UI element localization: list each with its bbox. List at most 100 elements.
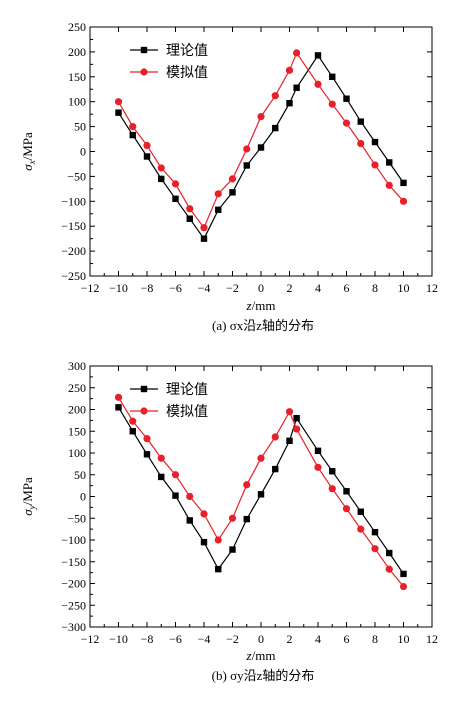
- figure-caption: (b) σy沿z轴的分布: [212, 668, 315, 683]
- data-point-simulation: [257, 454, 265, 462]
- x-tick-label: −8: [141, 281, 154, 295]
- legend-marker-circle: [140, 407, 148, 415]
- y-tick-label: −200: [61, 244, 86, 258]
- data-point-theory: [386, 159, 393, 166]
- data-point-theory: [172, 492, 179, 499]
- data-point-theory: [329, 468, 336, 475]
- x-tick-label: 2: [287, 632, 293, 646]
- x-tick-label: −2: [226, 632, 239, 646]
- data-point-simulation: [157, 454, 165, 462]
- data-point-simulation: [385, 181, 393, 189]
- y-tick-label: 100: [68, 446, 86, 460]
- data-point-simulation: [357, 525, 365, 533]
- x-axis-title: z/mm: [246, 298, 276, 313]
- plot-frame: [89, 26, 433, 277]
- data-point-simulation: [371, 161, 379, 169]
- y-tick-label: 200: [68, 403, 86, 417]
- data-point-simulation: [114, 98, 123, 106]
- series-line-theory: [117, 406, 404, 575]
- data-point-theory: [229, 189, 236, 196]
- x-tick-label: 6: [344, 632, 350, 646]
- data-point-theory: [286, 99, 293, 107]
- x-tick-label: −6: [169, 281, 182, 295]
- x-tick-label: 10: [398, 281, 410, 295]
- x-axis-title: z/mm: [246, 648, 276, 663]
- y-axis-title: σx/MPa: [20, 132, 37, 171]
- data-point-simulation: [157, 164, 165, 172]
- data-point-theory: [186, 517, 193, 524]
- y-tick-label: 150: [68, 424, 86, 438]
- data-point-simulation: [314, 80, 322, 88]
- data-point-theory: [158, 175, 165, 183]
- data-point-theory: [357, 508, 364, 515]
- data-point-simulation: [228, 175, 237, 183]
- y-tick-label: 0: [80, 145, 86, 159]
- data-point-simulation: [371, 545, 379, 553]
- y-tick-label: 0: [80, 490, 86, 504]
- y-tick-label: −50: [67, 169, 86, 183]
- data-point-simulation: [271, 92, 279, 100]
- data-point-simulation: [342, 505, 351, 513]
- y-tick-label: −250: [61, 598, 86, 612]
- data-point-simulation: [214, 536, 222, 544]
- x-tick-label: −10: [109, 632, 128, 646]
- legend-marker-circle: [140, 68, 148, 76]
- data-point-simulation: [214, 190, 222, 198]
- data-point-theory: [272, 465, 279, 473]
- y-axis-title: σy/MPa: [20, 477, 37, 516]
- data-point-simulation: [171, 471, 180, 479]
- data-point-theory: [371, 138, 379, 146]
- y-tick-label: −100: [61, 194, 86, 208]
- data-point-theory: [314, 52, 322, 59]
- y-tick-label: −250: [61, 269, 86, 283]
- data-point-simulation: [143, 141, 151, 150]
- data-point-theory: [286, 437, 293, 445]
- data-point-theory: [172, 195, 179, 203]
- data-point-simulation: [314, 463, 322, 471]
- data-point-theory: [200, 235, 208, 242]
- data-point-theory: [371, 528, 379, 536]
- data-point-theory: [215, 206, 222, 213]
- legend-label: 理论值: [166, 382, 208, 398]
- data-point-simulation: [357, 139, 365, 148]
- data-point-theory: [115, 109, 122, 116]
- y-tick-label: −150: [61, 219, 86, 233]
- x-tick-label: −2: [226, 281, 239, 295]
- y-tick-label: 250: [68, 381, 86, 395]
- data-point-theory: [243, 515, 250, 523]
- x-tick-label: −10: [109, 281, 128, 295]
- data-point-simulation: [243, 481, 251, 489]
- data-point-theory: [314, 447, 322, 455]
- data-point-simulation: [285, 66, 294, 74]
- data-point-simulation: [399, 197, 408, 205]
- x-tick-label: 4: [315, 632, 321, 646]
- y-tick-label: −200: [61, 577, 86, 591]
- data-point-theory: [229, 546, 236, 553]
- x-tick-label: 8: [372, 632, 378, 646]
- y-tick-label: 100: [68, 95, 86, 109]
- x-tick-label: 12: [426, 632, 438, 646]
- legend-marker-square: [140, 385, 148, 393]
- data-point-theory: [357, 118, 364, 125]
- data-point-theory: [243, 162, 250, 169]
- legend-label: 模拟值: [166, 404, 208, 420]
- figure-caption: (a) σx沿z轴的分布: [212, 318, 314, 333]
- data-point-theory: [129, 131, 136, 139]
- y-tick-label: −300: [61, 620, 86, 634]
- data-point-theory: [143, 451, 151, 458]
- data-point-simulation: [285, 408, 294, 416]
- data-point-theory: [257, 144, 265, 151]
- x-tick-label: 8: [372, 281, 378, 295]
- x-tick-label: 0: [258, 281, 264, 295]
- data-point-simulation: [228, 514, 237, 522]
- data-point-theory: [293, 415, 300, 422]
- chart-panel-a: −12 −10 −8 −6 −4 −2 0 2 4 6 8 10 12 −250 −200 −150 −100 −…: [20, 20, 438, 333]
- data-point-simulation: [385, 565, 393, 573]
- x-tick-label: −4: [198, 632, 211, 646]
- y-tick-label: −100: [61, 533, 86, 547]
- x-tick-label: 6: [344, 281, 350, 295]
- x-tick-label: −6: [169, 632, 182, 646]
- data-point-theory: [400, 570, 407, 578]
- x-tick-label: 4: [315, 281, 321, 295]
